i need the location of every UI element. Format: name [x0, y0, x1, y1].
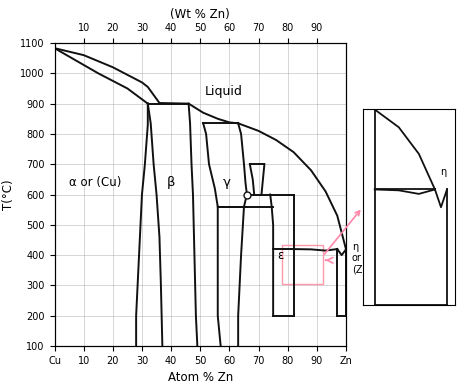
- Text: β: β: [167, 176, 175, 189]
- Bar: [282, 244, 323, 284]
- Text: α or (Cu): α or (Cu): [69, 176, 121, 189]
- Text: η
or
(Zn): η or (Zn): [352, 242, 373, 275]
- Text: ε: ε: [277, 249, 283, 262]
- Y-axis label: T(°C): T(°C): [2, 179, 15, 210]
- X-axis label: Atom % Zn: Atom % Zn: [168, 371, 233, 384]
- X-axis label: (Wt % Zn): (Wt % Zn): [170, 8, 230, 21]
- Text: γ: γ: [222, 176, 230, 189]
- Text: η: η: [440, 167, 446, 177]
- Text: Liquid: Liquid: [205, 85, 243, 98]
